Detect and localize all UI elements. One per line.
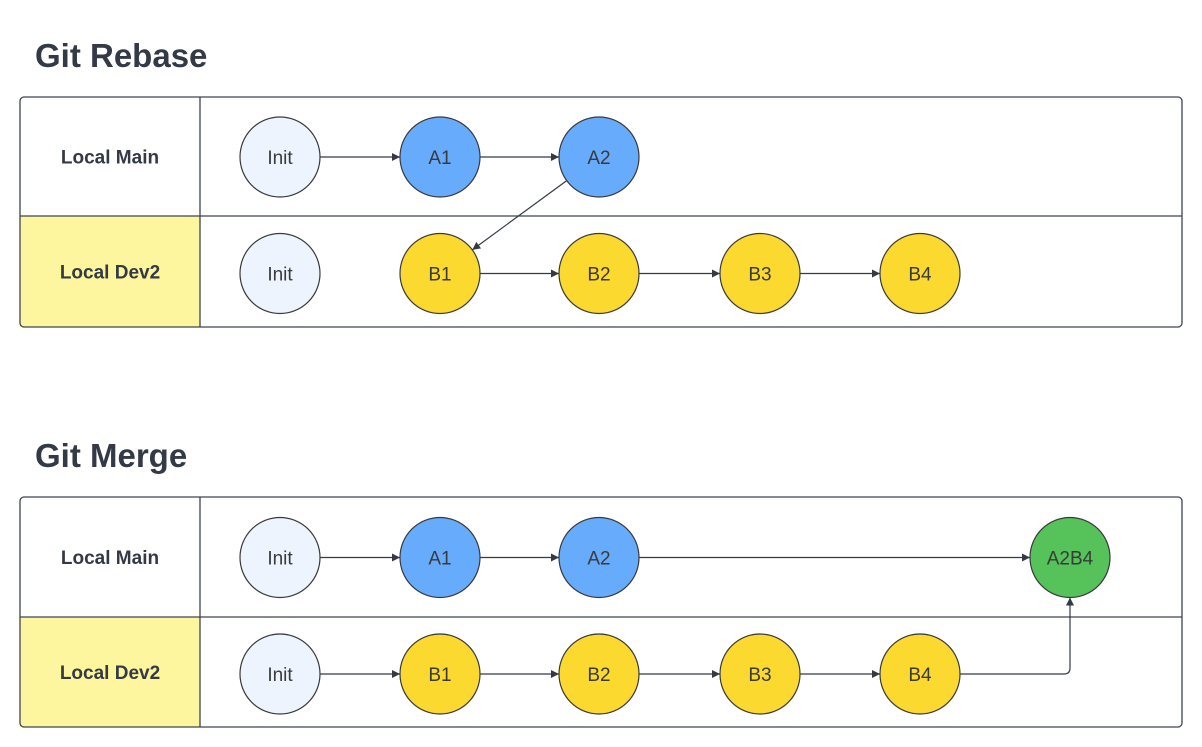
m-dev-b3-commit-label: B3 (748, 665, 771, 686)
merge-edge-m-dev-b4-to-m-main-a2b4 (960, 597, 1074, 675)
m-main-a1-commit-circle (399, 516, 481, 599)
r-main-a1-commit-circle (399, 116, 481, 198)
r-dev-b3-commit-label: B3 (748, 265, 771, 286)
merge-diagram: Git Merge Local Main Local Dev2 Init A1 A2 A2B… (19, 437, 1183, 728)
r-dev-b2-commit-circle (558, 232, 640, 315)
r-main-a2-commit-label: A2 (587, 148, 610, 169)
r-main-a1-commit-node: A1 (399, 116, 481, 198)
m-main-a2b4-commit-circle (1029, 516, 1111, 599)
m-dev-b2-commit-label: B2 (587, 665, 610, 686)
r-dev-b4-commit-label: B4 (908, 265, 932, 286)
r-main-a1-commit-label: A1 (428, 148, 451, 169)
rebase-lane-label-dev: Local Dev2 (60, 263, 160, 284)
r-main-a2-commit-node: A2 (558, 116, 640, 198)
r-main-init-commit-label: Init (267, 148, 293, 169)
m-dev-init-commit-circle (239, 633, 321, 715)
m-main-a1-commit-node: A1 (399, 516, 481, 599)
m-dev-b2-commit-node: B2 (558, 633, 640, 715)
r-dev-b1-commit-node: B1 (399, 232, 481, 315)
rebase-swimlane-frame (19, 96, 1183, 328)
rebase-edge-r-main-a2-to-r-dev-b1 (471, 180, 568, 251)
r-dev-b2-commit-label: B2 (587, 265, 610, 286)
m-main-a1-commit-label: A1 (428, 549, 451, 570)
m-dev-b3-commit-circle (719, 633, 801, 715)
rebase-title: Git Rebase (35, 37, 207, 74)
m-main-a2-commit-circle (558, 516, 640, 599)
r-main-init-commit-node: Init (239, 116, 321, 198)
r-dev-b4-commit-node: B4 (879, 232, 961, 315)
rebase-lane-label-bg-main (20, 97, 200, 216)
m-main-a2-commit-node: A2 (558, 516, 640, 599)
m-dev-b4-commit-node: B4 (879, 633, 961, 715)
r-dev-b2-commit-node: B2 (558, 232, 640, 315)
r-dev-b1-commit-label: B1 (428, 265, 451, 286)
m-main-a2b4-commit-node: A2B4 (1029, 516, 1111, 599)
m-main-init-commit-label: Init (267, 549, 293, 570)
m-dev-b3-commit-node: B3 (719, 633, 801, 715)
m-dev-b1-commit-label: B1 (428, 665, 451, 686)
r-main-init-commit-circle (239, 116, 321, 198)
m-main-a2b4-commit-label: A2B4 (1047, 549, 1094, 570)
rebase-diagram: Git Rebase Local Main Local Dev2 Init A1 A2 In… (19, 37, 1183, 328)
merge-lane-label-dev: Local Dev2 (60, 663, 160, 684)
merge-lane-label-bg-main (20, 497, 200, 617)
merge-lane-label-main: Local Main (61, 548, 159, 569)
r-dev-b1-commit-circle (399, 232, 481, 315)
m-dev-b4-commit-label: B4 (908, 665, 932, 686)
m-main-init-commit-circle (239, 516, 321, 599)
r-dev-init-commit-circle (239, 232, 321, 315)
r-dev-init-commit-label: Init (267, 265, 293, 286)
merge-swimlane-frame (19, 496, 1183, 728)
merge-lane-label-bg-dev (20, 617, 200, 727)
m-dev-b1-commit-circle (399, 633, 481, 715)
r-dev-b3-commit-circle (719, 232, 801, 315)
m-dev-b2-commit-circle (558, 633, 640, 715)
r-dev-b4-commit-circle (879, 232, 961, 315)
rebase-lane-label-bg-dev (20, 216, 200, 327)
r-dev-b3-commit-node: B3 (719, 232, 801, 315)
m-dev-b1-commit-node: B1 (399, 633, 481, 715)
m-main-a2-commit-label: A2 (587, 549, 610, 570)
r-main-a2-commit-circle (558, 116, 640, 198)
merge-title: Git Merge (35, 437, 187, 474)
r-dev-init-commit-node: Init (239, 232, 321, 315)
m-dev-b4-commit-circle (879, 633, 961, 715)
m-dev-init-commit-node: Init (239, 633, 321, 715)
rebase-lane-label-main: Local Main (61, 148, 159, 169)
m-main-init-commit-node: Init (239, 516, 321, 599)
m-dev-init-commit-label: Init (267, 665, 293, 686)
